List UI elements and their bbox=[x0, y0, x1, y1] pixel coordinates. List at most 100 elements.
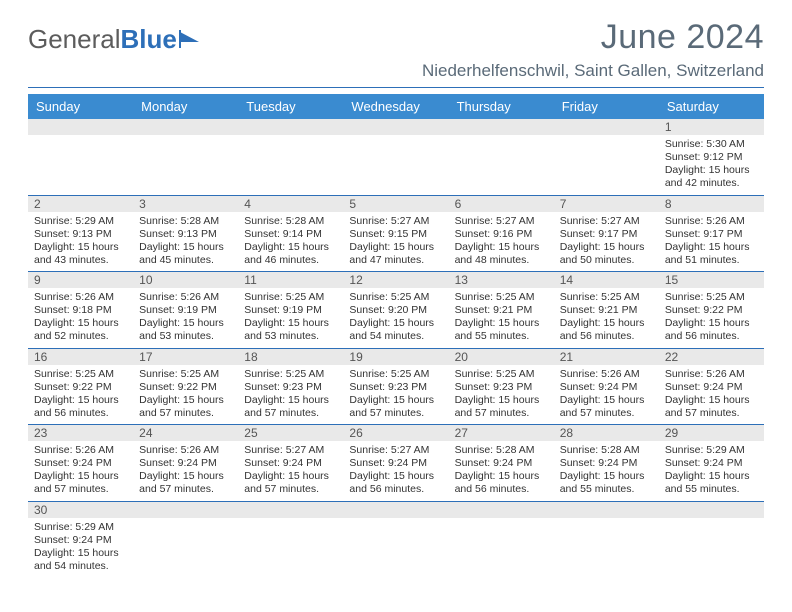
sunset-line: Sunset: 9:24 PM bbox=[349, 457, 442, 470]
sunrise-line: Sunrise: 5:27 AM bbox=[455, 215, 548, 228]
calendar: Sunday Monday Tuesday Wednesday Thursday… bbox=[28, 94, 764, 577]
day-cell: Sunrise: 5:25 AMSunset: 9:22 PMDaylight:… bbox=[133, 365, 238, 425]
daylight-line: Daylight: 15 hours and 50 minutes. bbox=[560, 241, 653, 267]
logo-text-blue: Blue bbox=[121, 24, 177, 55]
weekday-sat: Saturday bbox=[659, 94, 764, 119]
day-cell: Sunrise: 5:26 AMSunset: 9:19 PMDaylight:… bbox=[133, 288, 238, 348]
sunrise-line: Sunrise: 5:29 AM bbox=[34, 521, 127, 534]
daynum-row: 23242526272829 bbox=[28, 425, 764, 441]
sunset-line: Sunset: 9:23 PM bbox=[455, 381, 548, 394]
day-number: 21 bbox=[554, 349, 659, 365]
daylight-line: Daylight: 15 hours and 56 minutes. bbox=[349, 470, 442, 496]
day-cell: Sunrise: 5:26 AMSunset: 9:24 PMDaylight:… bbox=[133, 441, 238, 501]
day-number: 30 bbox=[28, 502, 133, 518]
day-cell: Sunrise: 5:25 AMSunset: 9:23 PMDaylight:… bbox=[238, 365, 343, 425]
day-number bbox=[133, 502, 238, 518]
day-number: 26 bbox=[343, 425, 448, 441]
sunset-line: Sunset: 9:15 PM bbox=[349, 228, 442, 241]
daylight-line: Daylight: 15 hours and 42 minutes. bbox=[665, 164, 758, 190]
sunrise-line: Sunrise: 5:30 AM bbox=[665, 138, 758, 151]
sunset-line: Sunset: 9:19 PM bbox=[139, 304, 232, 317]
day-number: 17 bbox=[133, 349, 238, 365]
day-number bbox=[449, 502, 554, 518]
day-cell: Sunrise: 5:25 AMSunset: 9:22 PMDaylight:… bbox=[28, 365, 133, 425]
day-number bbox=[238, 502, 343, 518]
day-cell: Sunrise: 5:29 AMSunset: 9:24 PMDaylight:… bbox=[28, 518, 133, 578]
weekday-sun: Sunday bbox=[28, 94, 133, 119]
sunrise-line: Sunrise: 5:25 AM bbox=[349, 291, 442, 304]
day-cell bbox=[449, 135, 554, 195]
sunrise-line: Sunrise: 5:26 AM bbox=[665, 215, 758, 228]
header-rule bbox=[28, 87, 764, 88]
day-number: 14 bbox=[554, 272, 659, 288]
day-number bbox=[133, 119, 238, 135]
daylight-line: Daylight: 15 hours and 53 minutes. bbox=[139, 317, 232, 343]
daylight-line: Daylight: 15 hours and 57 minutes. bbox=[560, 394, 653, 420]
daynum-row: 30 bbox=[28, 502, 764, 518]
day-cell bbox=[659, 518, 764, 578]
day-cell: Sunrise: 5:25 AMSunset: 9:21 PMDaylight:… bbox=[449, 288, 554, 348]
daylight-line: Daylight: 15 hours and 55 minutes. bbox=[455, 317, 548, 343]
week-row: Sunrise: 5:29 AMSunset: 9:24 PMDaylight:… bbox=[28, 518, 764, 578]
day-number: 8 bbox=[659, 196, 764, 212]
weekday-mon: Monday bbox=[133, 94, 238, 119]
sunset-line: Sunset: 9:24 PM bbox=[34, 534, 127, 547]
sunrise-line: Sunrise: 5:25 AM bbox=[455, 368, 548, 381]
daylight-line: Daylight: 15 hours and 57 minutes. bbox=[455, 394, 548, 420]
day-number bbox=[554, 119, 659, 135]
week-row: Sunrise: 5:30 AMSunset: 9:12 PMDaylight:… bbox=[28, 135, 764, 196]
daylight-line: Daylight: 15 hours and 55 minutes. bbox=[665, 470, 758, 496]
day-cell: Sunrise: 5:26 AMSunset: 9:24 PMDaylight:… bbox=[28, 441, 133, 501]
sunset-line: Sunset: 9:12 PM bbox=[665, 151, 758, 164]
weekday-thu: Thursday bbox=[449, 94, 554, 119]
day-number: 27 bbox=[449, 425, 554, 441]
weeks-container: 1Sunrise: 5:30 AMSunset: 9:12 PMDaylight… bbox=[28, 119, 764, 577]
daylight-line: Daylight: 15 hours and 56 minutes. bbox=[560, 317, 653, 343]
day-number bbox=[238, 119, 343, 135]
day-cell bbox=[554, 518, 659, 578]
daylight-line: Daylight: 15 hours and 57 minutes. bbox=[665, 394, 758, 420]
sunset-line: Sunset: 9:24 PM bbox=[560, 381, 653, 394]
day-cell: Sunrise: 5:25 AMSunset: 9:23 PMDaylight:… bbox=[343, 365, 448, 425]
day-cell: Sunrise: 5:25 AMSunset: 9:20 PMDaylight:… bbox=[343, 288, 448, 348]
sunset-line: Sunset: 9:18 PM bbox=[34, 304, 127, 317]
daylight-line: Daylight: 15 hours and 57 minutes. bbox=[139, 394, 232, 420]
page-subtitle: Niederhelfenschwil, Saint Gallen, Switze… bbox=[422, 61, 764, 81]
day-number: 12 bbox=[343, 272, 448, 288]
day-cell bbox=[238, 518, 343, 578]
daylight-line: Daylight: 15 hours and 55 minutes. bbox=[560, 470, 653, 496]
day-cell: Sunrise: 5:26 AMSunset: 9:18 PMDaylight:… bbox=[28, 288, 133, 348]
week-row: Sunrise: 5:25 AMSunset: 9:22 PMDaylight:… bbox=[28, 365, 764, 426]
daylight-line: Daylight: 15 hours and 51 minutes. bbox=[665, 241, 758, 267]
sunrise-line: Sunrise: 5:25 AM bbox=[34, 368, 127, 381]
day-number: 24 bbox=[133, 425, 238, 441]
daylight-line: Daylight: 15 hours and 54 minutes. bbox=[349, 317, 442, 343]
day-cell bbox=[133, 135, 238, 195]
day-number: 10 bbox=[133, 272, 238, 288]
daylight-line: Daylight: 15 hours and 52 minutes. bbox=[34, 317, 127, 343]
page-title: June 2024 bbox=[422, 18, 764, 57]
sunset-line: Sunset: 9:16 PM bbox=[455, 228, 548, 241]
day-cell: Sunrise: 5:25 AMSunset: 9:22 PMDaylight:… bbox=[659, 288, 764, 348]
sunset-line: Sunset: 9:24 PM bbox=[665, 457, 758, 470]
daylight-line: Daylight: 15 hours and 46 minutes. bbox=[244, 241, 337, 267]
daylight-line: Daylight: 15 hours and 47 minutes. bbox=[349, 241, 442, 267]
sunrise-line: Sunrise: 5:26 AM bbox=[560, 368, 653, 381]
sunrise-line: Sunrise: 5:25 AM bbox=[139, 368, 232, 381]
logo-text-general: General bbox=[28, 24, 121, 55]
week-row: Sunrise: 5:26 AMSunset: 9:24 PMDaylight:… bbox=[28, 441, 764, 502]
weekday-header: Sunday Monday Tuesday Wednesday Thursday… bbox=[28, 94, 764, 119]
sunset-line: Sunset: 9:13 PM bbox=[34, 228, 127, 241]
day-cell: Sunrise: 5:25 AMSunset: 9:23 PMDaylight:… bbox=[449, 365, 554, 425]
daylight-line: Daylight: 15 hours and 56 minutes. bbox=[665, 317, 758, 343]
sunrise-line: Sunrise: 5:25 AM bbox=[665, 291, 758, 304]
day-cell: Sunrise: 5:26 AMSunset: 9:17 PMDaylight:… bbox=[659, 212, 764, 272]
day-number: 2 bbox=[28, 196, 133, 212]
day-number bbox=[449, 119, 554, 135]
daylight-line: Daylight: 15 hours and 57 minutes. bbox=[139, 470, 232, 496]
day-cell bbox=[28, 135, 133, 195]
day-cell: Sunrise: 5:28 AMSunset: 9:24 PMDaylight:… bbox=[554, 441, 659, 501]
weekday-tue: Tuesday bbox=[238, 94, 343, 119]
logo-flag-icon bbox=[179, 30, 205, 48]
page-header: GeneralBlue June 2024 Niederhelfenschwil… bbox=[28, 18, 764, 81]
